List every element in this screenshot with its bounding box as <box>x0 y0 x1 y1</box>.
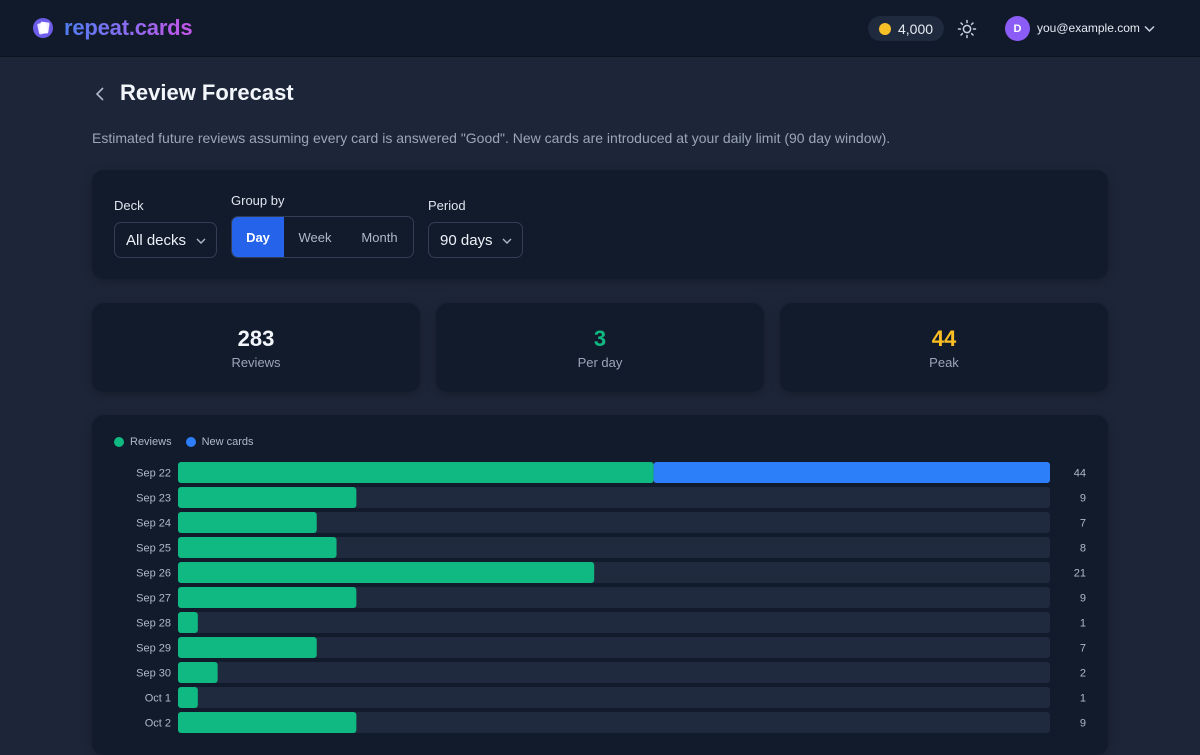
stat-value: 44 <box>931 326 957 351</box>
bar-reviews[interactable] <box>178 712 357 733</box>
total-label: 2 <box>1080 668 1086 680</box>
stat-value: 283 <box>237 326 275 351</box>
bar-reviews[interactable] <box>178 662 218 683</box>
group-week-button[interactable]: Week <box>298 229 332 245</box>
legend-swatch <box>114 437 124 447</box>
bar-reviews[interactable] <box>178 562 595 583</box>
bar-reviews[interactable] <box>178 537 337 558</box>
period-label: Period <box>428 198 466 213</box>
total-label: 1 <box>1080 693 1086 705</box>
avatar[interactable]: D <box>1005 16 1030 41</box>
page-title: Review Forecast <box>120 80 294 105</box>
bar-reviews[interactable] <box>178 612 198 633</box>
total-label: 7 <box>1080 518 1086 530</box>
legend-label: New cards <box>201 436 254 448</box>
filters-panel: Deck All decks Group by Day Week Month P… <box>92 170 1108 279</box>
sun-icon[interactable] <box>957 19 977 39</box>
group-by-label: Group by <box>231 193 285 208</box>
deck-select-value: All decks <box>126 231 187 249</box>
category-label: Oct 2 <box>145 718 171 730</box>
bar-track <box>178 587 1050 608</box>
bar-reviews[interactable] <box>178 462 654 483</box>
stat-card-reviews: 283 Reviews <box>92 303 420 392</box>
chevron-down-icon[interactable] <box>1143 22 1156 35</box>
bar-track <box>178 537 1050 558</box>
user-email[interactable]: you@example.com <box>1037 21 1140 35</box>
stat-card-peak: 44 Peak <box>780 303 1108 392</box>
category-label: Sep 28 <box>136 618 171 630</box>
chart-legend: Reviews New cards <box>114 436 268 448</box>
category-label: Sep 24 <box>136 518 171 530</box>
category-label: Sep 30 <box>136 668 171 680</box>
period-select-value: 90 days <box>440 231 493 249</box>
category-label: Sep 23 <box>136 493 171 505</box>
stat-label: Peak <box>929 355 959 370</box>
group-month-button[interactable]: Month <box>361 229 398 245</box>
bar-reviews[interactable] <box>178 512 317 533</box>
coin-icon <box>879 22 891 35</box>
total-label: 9 <box>1080 593 1086 605</box>
legend-item-reviews[interactable]: Reviews <box>114 436 172 448</box>
stat-label: Per day <box>577 355 623 370</box>
bar-new-cards[interactable] <box>653 462 1050 483</box>
chevron-down-icon <box>196 238 206 244</box>
bar-reviews[interactable] <box>178 487 357 508</box>
legend-label: Reviews <box>130 436 172 448</box>
group-by-toggle: Day Week Month <box>231 216 414 258</box>
group-day-button[interactable]: Day <box>232 217 284 257</box>
bar-track <box>178 487 1050 508</box>
category-label: Sep 27 <box>136 593 171 605</box>
logo-icon[interactable] <box>32 17 54 39</box>
stat-card-per-day: 3 Per day <box>436 303 764 392</box>
legend-item-new-cards[interactable]: New cards <box>185 436 254 448</box>
bar-track <box>178 612 1050 633</box>
bar-track <box>178 662 1050 683</box>
coin-amount: 4,000 <box>898 20 934 37</box>
total-label: 1 <box>1080 618 1086 630</box>
bar-reviews[interactable] <box>178 587 357 608</box>
category-label: Sep 29 <box>136 643 171 655</box>
deck-label: Deck <box>114 198 144 213</box>
brand-name[interactable]: repeat.cards <box>64 15 193 40</box>
forecast-chart-card: Reviews New cards Sep 22 44 Sep 23 9 Sep 24 7… <box>92 415 1108 755</box>
category-label: Sep 26 <box>136 568 171 580</box>
category-label: Oct 1 <box>145 693 171 705</box>
bar-reviews[interactable] <box>178 687 198 708</box>
chevron-down-icon <box>502 238 512 244</box>
total-label: 44 <box>1074 468 1086 480</box>
page-description: Estimated future reviews assuming every … <box>92 130 891 146</box>
bar-track <box>178 637 1050 658</box>
period-select[interactable]: 90 days <box>428 222 523 258</box>
top-bar: repeat.cards 4,000 D you@example.com <box>0 0 1200 57</box>
total-label: 8 <box>1080 543 1086 555</box>
total-label: 9 <box>1080 718 1086 730</box>
coin-balance[interactable]: 4,000 <box>868 16 944 41</box>
total-label: 21 <box>1074 568 1086 580</box>
bar-track <box>178 512 1050 533</box>
stat-value: 3 <box>593 326 607 351</box>
total-label: 7 <box>1080 643 1086 655</box>
back-icon[interactable] <box>93 86 107 102</box>
deck-select[interactable]: All decks <box>114 222 217 258</box>
legend-swatch <box>185 437 196 447</box>
category-label: Sep 22 <box>136 468 171 480</box>
bar-track <box>178 687 1050 708</box>
total-label: 9 <box>1080 493 1086 505</box>
bar-reviews[interactable] <box>178 637 317 658</box>
stat-label: Reviews <box>231 355 281 370</box>
bar-track <box>178 712 1050 733</box>
category-label: Sep 25 <box>136 543 171 555</box>
